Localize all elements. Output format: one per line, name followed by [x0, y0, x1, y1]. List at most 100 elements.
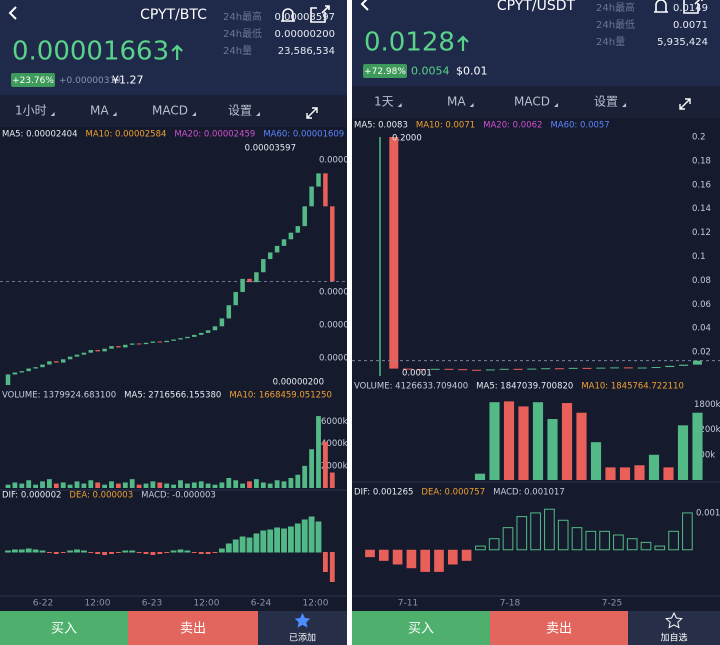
- candle: [499, 368, 509, 370]
- volume-bar: [53, 483, 59, 488]
- candle: [281, 239, 287, 246]
- candle: [389, 137, 399, 369]
- screen-right: CPYT/USDT 0.0128 +72.98% 0.0054 $0.01 24h最高 0.…: [352, 0, 720, 645]
- candle: [295, 226, 301, 233]
- ma-legend: MA10: 0.0071: [416, 121, 475, 131]
- candle: [679, 364, 689, 366]
- candle: [240, 278, 245, 293]
- candle: [416, 369, 426, 371]
- stat-value: 5,935,424: [657, 37, 708, 48]
- toolbar-item[interactable]: MA: [447, 95, 466, 109]
- toolbar-item[interactable]: MACD: [152, 104, 188, 118]
- low-label: 0.00000200: [273, 378, 324, 388]
- share-icon[interactable]: [683, 0, 703, 14]
- macd-bar: [315, 521, 322, 553]
- candle: [150, 341, 156, 343]
- volume-tick: 4000k: [321, 439, 348, 449]
- stat-label: 24h量: [223, 45, 252, 57]
- watch-label: 已添加: [289, 633, 316, 644]
- watch-button[interactable]: [628, 611, 720, 645]
- bell-icon[interactable]: [281, 8, 295, 22]
- buy-button[interactable]: [352, 611, 490, 645]
- share-icon[interactable]: [310, 5, 330, 23]
- dropdown-caret: [256, 112, 261, 116]
- macd-bar: [329, 552, 335, 582]
- stat-label: 24h最高: [596, 1, 635, 14]
- candle: [267, 252, 273, 260]
- high-label: 0.00003597: [245, 144, 296, 154]
- ma-legend: MA5: 0.0083: [354, 121, 408, 131]
- toolbar-item[interactable]: 设置: [228, 104, 252, 118]
- volume-tick: 6000k: [321, 417, 348, 427]
- sell-button[interactable]: [128, 611, 258, 645]
- candle: [5, 374, 11, 385]
- date-label: 7-25: [602, 599, 622, 609]
- macd-bar: [461, 549, 472, 561]
- volume-bar: [67, 484, 73, 488]
- expand-icon[interactable]: [679, 98, 691, 110]
- candle: [33, 367, 38, 369]
- volume-bar: [247, 481, 252, 488]
- toolbar-item[interactable]: MA: [90, 104, 109, 118]
- toolbar-item[interactable]: MACD: [514, 95, 550, 109]
- volume-bar: [267, 483, 273, 488]
- volume-bar: [648, 454, 660, 480]
- macd-bar: [502, 527, 514, 551]
- date-label: 6-22: [33, 599, 53, 609]
- candle: [485, 369, 495, 371]
- macd-bar: [143, 552, 149, 554]
- candle: [403, 368, 413, 370]
- candle: [116, 346, 121, 348]
- sell-button[interactable]: [490, 611, 628, 645]
- volume-bar: [260, 482, 266, 488]
- y-tick-label: 0.2: [692, 133, 706, 143]
- ma-legend: MA5: 0.00002404: [2, 130, 78, 140]
- volume-bar: [102, 484, 108, 488]
- volume-legend: MA10: 1845764.722110: [581, 382, 684, 392]
- buy-button[interactable]: [0, 611, 128, 645]
- volume-bar: [576, 412, 587, 480]
- candle: [247, 278, 252, 283]
- toolbar-item[interactable]: 1小时: [15, 104, 47, 118]
- candle: [623, 367, 633, 369]
- candle: [54, 361, 59, 363]
- stat-value: 0.00000200: [275, 29, 335, 40]
- candle: [26, 368, 31, 372]
- volume-bar: [677, 425, 689, 480]
- stat-label: 24h最低: [596, 18, 635, 31]
- macd-legend: DEA: 0.000003: [69, 491, 133, 501]
- toolbar-item[interactable]: 设置: [594, 95, 618, 109]
- candle: [302, 206, 307, 227]
- expand-icon[interactable]: [306, 107, 318, 119]
- change-pill: [363, 64, 407, 78]
- volume-bar: [12, 482, 18, 488]
- volume-bar: [46, 479, 52, 488]
- macd-bar: [184, 550, 191, 553]
- volume-bar: [136, 484, 142, 488]
- macd-bar: [46, 552, 52, 553]
- macd-bar: [682, 512, 693, 551]
- candle: [582, 367, 592, 369]
- candle: [198, 332, 204, 335]
- macd-bar: [530, 512, 541, 551]
- volume-bar: [184, 483, 190, 488]
- macd-bar: [544, 508, 555, 551]
- toolbar-item[interactable]: 1天: [374, 95, 394, 109]
- macd-bar: [378, 549, 389, 561]
- macd-bar: [475, 545, 486, 551]
- volume-bar: [88, 480, 94, 488]
- candle: [95, 350, 100, 352]
- macd-bar: [516, 516, 528, 551]
- macd-bar: [488, 538, 500, 551]
- candle: [541, 368, 551, 370]
- macd-legend: DEA: 0.000757: [421, 488, 485, 498]
- bell-icon[interactable]: [654, 0, 668, 13]
- volume-bar: [503, 401, 515, 480]
- candle: [513, 368, 523, 370]
- volume-tick: 1200k: [694, 425, 720, 435]
- candle: [109, 346, 114, 349]
- volume-bar: [95, 482, 101, 488]
- volume-bar: [274, 480, 280, 488]
- y-tick-label: 0.04: [692, 324, 711, 334]
